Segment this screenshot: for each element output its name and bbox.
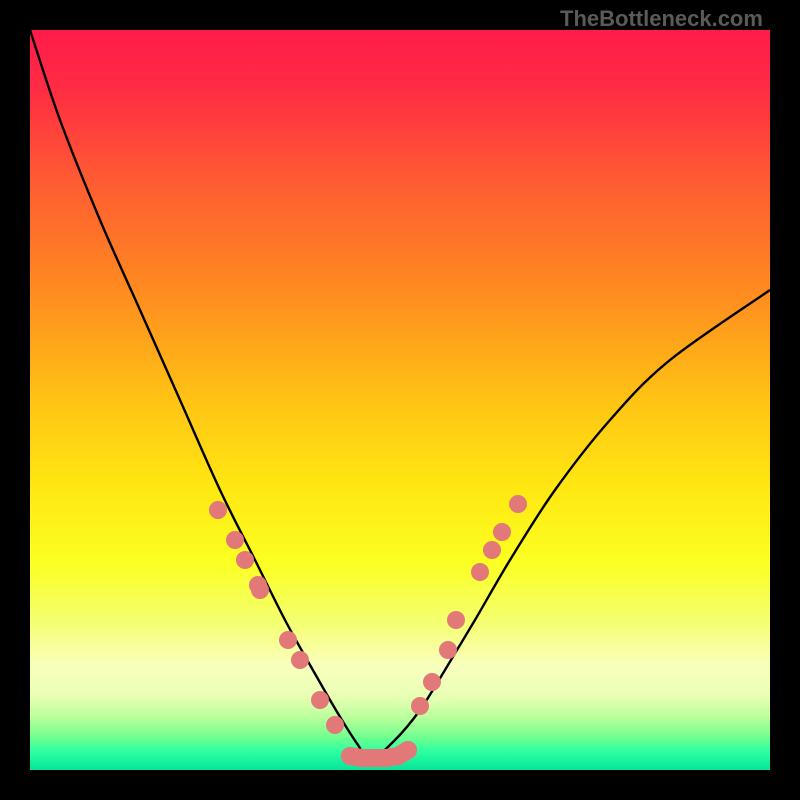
marker-left xyxy=(209,501,227,519)
marker-left xyxy=(291,651,309,669)
marker-right xyxy=(471,563,489,581)
marker-right xyxy=(439,641,457,659)
watermark-text: TheBottleneck.com xyxy=(560,6,763,32)
marker-left xyxy=(236,551,254,569)
bottleneck-chart xyxy=(0,0,800,800)
marker-right xyxy=(447,611,465,629)
marker-right xyxy=(493,523,511,541)
marker-right xyxy=(411,697,429,715)
marker-left xyxy=(251,581,269,599)
marker-right xyxy=(509,495,527,513)
chart-background-gradient xyxy=(30,30,770,770)
marker-bottom xyxy=(399,741,417,759)
marker-right xyxy=(483,541,501,559)
marker-right xyxy=(423,673,441,691)
marker-left xyxy=(326,716,344,734)
marker-left xyxy=(279,631,297,649)
marker-left xyxy=(311,691,329,709)
marker-left xyxy=(226,531,244,549)
